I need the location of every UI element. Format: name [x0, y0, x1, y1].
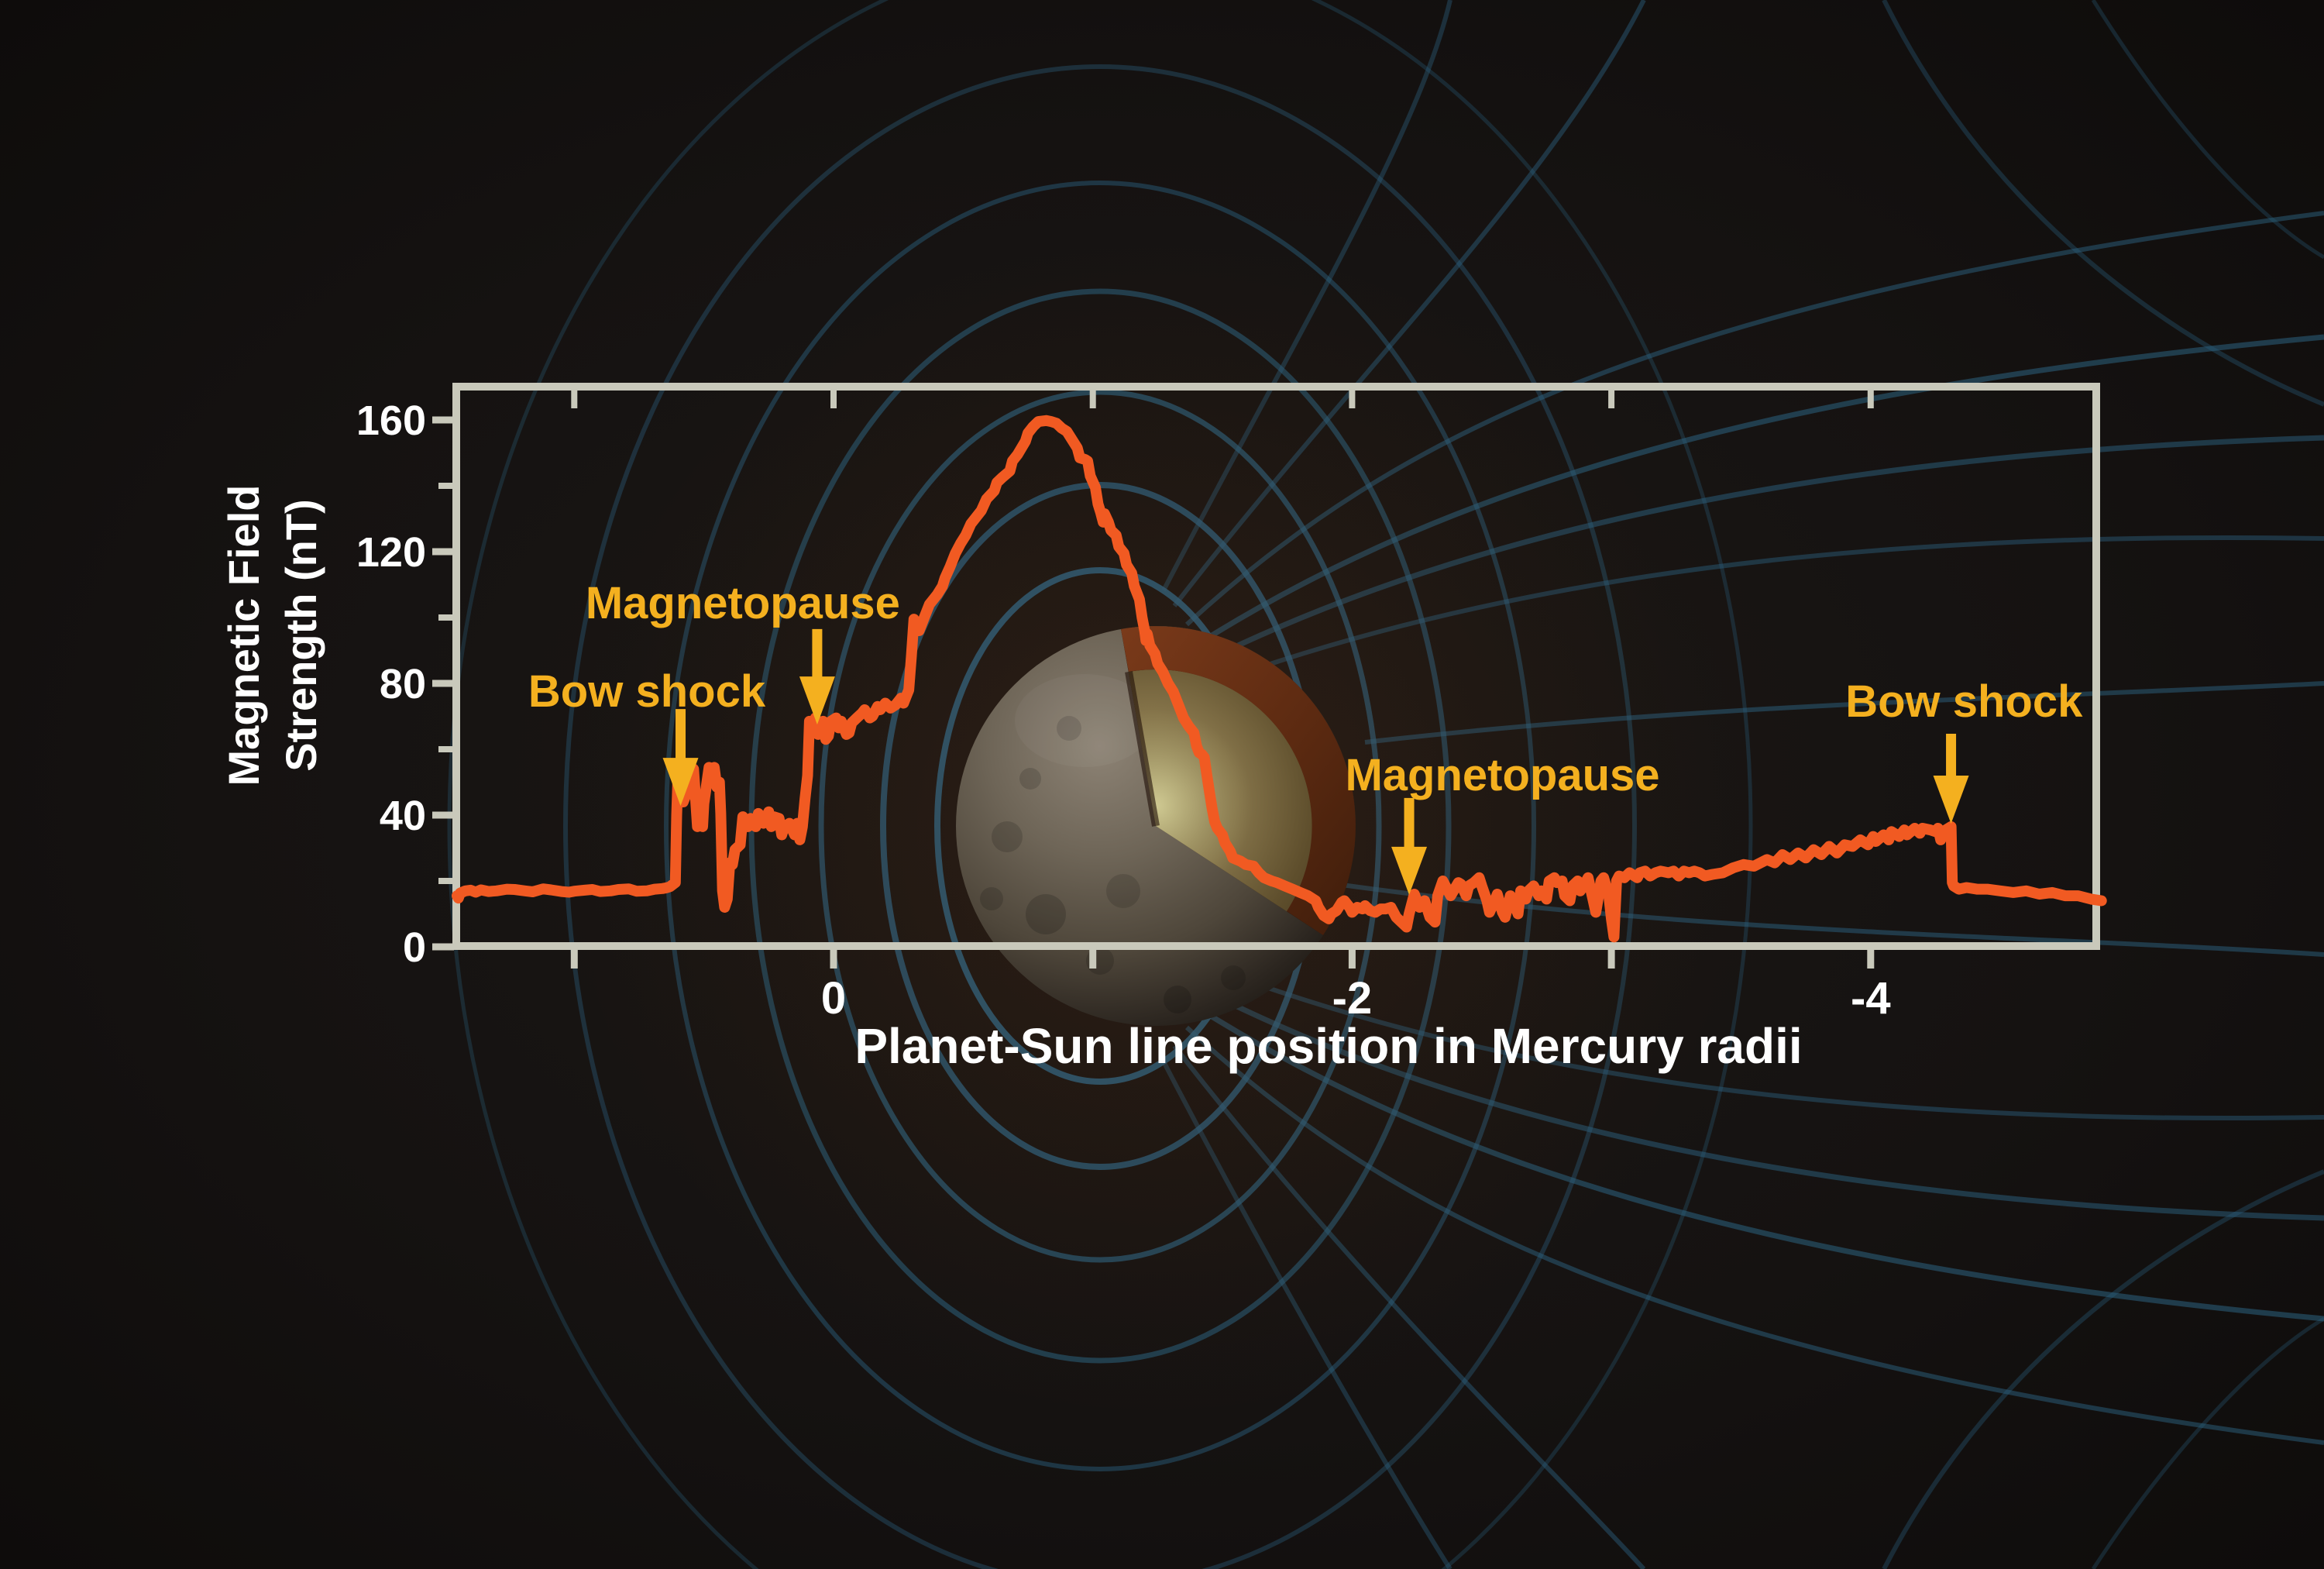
x-tick-label--2: -2	[1332, 973, 1373, 1024]
shell-cross-section	[1121, 626, 1356, 935]
arrow-head-icon	[662, 758, 699, 807]
annotation-magnetopause-right: Magnetopause	[1345, 750, 1660, 895]
axis-tick-labels: 0 -2 -4 0 40 80 120 160	[356, 397, 1891, 1024]
arrow-head-icon	[1391, 846, 1428, 895]
data-curve-layer	[452, 415, 2107, 943]
annotation-magnetopause-left: Magnetopause	[586, 578, 900, 725]
annotation-label-magnetopause-right: Magnetopause	[1345, 750, 1659, 800]
magnetic-field-strength-curve	[452, 415, 2107, 943]
y-axis-title: Magnetic Field Strength (nT)	[219, 485, 325, 786]
y-axis-title-line1: Magnetic Field	[219, 485, 268, 786]
annotation-bow-shock-right: Bow shock	[1845, 676, 2083, 824]
arrow-head-icon	[1933, 776, 1969, 824]
x-tick-label-0: 0	[821, 973, 846, 1024]
annotation-label-bow-shock-right: Bow shock	[1845, 676, 2083, 727]
y-tick-label-40: 40	[380, 793, 426, 839]
y-tick-label-160: 160	[356, 397, 426, 444]
y-tick-label-80: 80	[380, 661, 426, 707]
y-tick-label-120: 120	[356, 529, 426, 576]
arrow-head-icon	[799, 676, 835, 725]
annotations-layer: Magnetopause Bow shock Magnetopause Bow sho…	[528, 578, 2083, 895]
x-tick-label--4: -4	[1851, 973, 1891, 1024]
annotation-label-bow-shock-left: Bow shock	[528, 666, 766, 717]
y-tick-label-0: 0	[403, 924, 426, 971]
annotation-bow-shock-left: Bow shock	[528, 666, 766, 807]
cutaway-seam	[1125, 671, 1160, 827]
planet-craters	[980, 674, 1246, 1013]
annotation-label-magnetopause-left: Magnetopause	[586, 578, 900, 628]
mercury-cutaway-illustration	[567, 237, 1745, 1415]
y-axis-title-line2: Strength (nT)	[277, 499, 325, 771]
plot-frame	[452, 383, 2100, 950]
x-axis-title: Planet-Sun line position in Mercury radi…	[854, 1018, 1802, 1074]
axis-ticks	[432, 390, 1875, 969]
